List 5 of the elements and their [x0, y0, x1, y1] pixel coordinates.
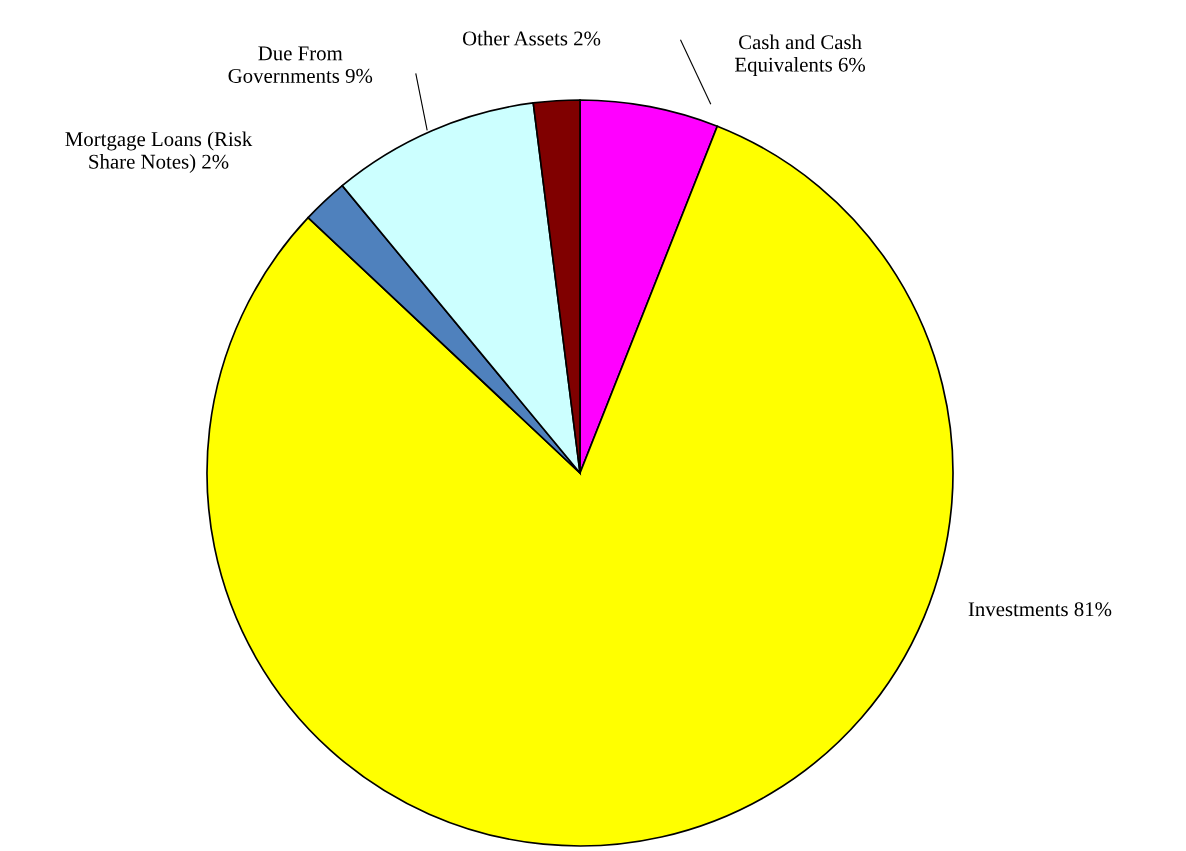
slice-label: Other Assets 2%: [462, 30, 601, 46]
slice-label: Mortgage Loans (Risk Share Notes) 2%: [65, 131, 253, 173]
slice-label: Cash and Cash Equivalents 6%: [735, 34, 866, 76]
slice-label: Investments 81%: [968, 602, 1112, 617]
slice-label: Due From Governments 9%: [228, 46, 373, 83]
